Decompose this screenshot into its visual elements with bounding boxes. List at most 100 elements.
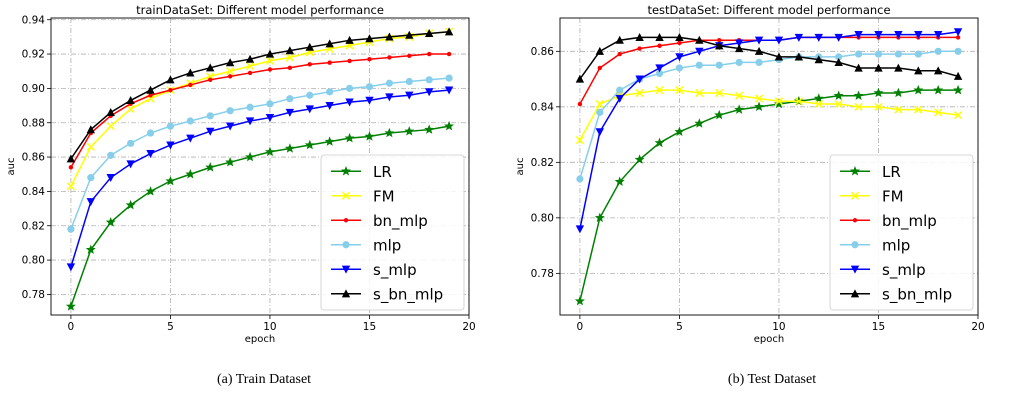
data-point (188, 82, 193, 88)
data-point (425, 76, 433, 84)
legend-label: s_mlp (373, 261, 417, 280)
x-tick-label: 0 (68, 321, 75, 333)
train-chart: trainDataSet: Different model performanc… (6, 3, 476, 345)
data-point (953, 111, 963, 120)
legend-marker (343, 218, 349, 223)
legend-box (320, 154, 465, 311)
data-point (264, 146, 275, 157)
data-point (577, 101, 583, 107)
data-point (674, 126, 685, 137)
data-point (85, 244, 96, 254)
series-line (579, 89, 959, 141)
data-point (695, 35, 704, 44)
data-point (206, 112, 214, 120)
y-tick-label: 0.78 (531, 268, 554, 280)
y-axis-label: auc (515, 158, 526, 176)
data-point (695, 88, 704, 98)
data-point (226, 107, 234, 115)
data-point (105, 217, 116, 227)
data-point (424, 29, 434, 38)
data-point (714, 109, 725, 120)
data-point (754, 94, 764, 103)
data-point (677, 40, 682, 46)
legend-marker (342, 241, 350, 249)
x-tick-label: 15 (872, 321, 885, 333)
data-point (327, 60, 332, 65)
data-point (933, 84, 944, 95)
data-point (306, 91, 314, 99)
data-point (814, 99, 823, 109)
series-line (579, 36, 959, 80)
data-point (66, 263, 76, 272)
data-point (265, 56, 275, 66)
data-point (68, 165, 74, 170)
legend-marker (341, 191, 351, 200)
axes: 0 5 10 15 20 0.78 0.80 0.82 0.84 0.86 0.88 0.90 0.92… (22, 14, 476, 333)
data-point (304, 139, 315, 150)
data-point (953, 28, 963, 37)
y-tick-label: 0.78 (22, 289, 45, 301)
data-point (634, 154, 645, 164)
data-point (148, 93, 153, 98)
y-tick-label: 0.82 (531, 157, 554, 169)
y-tick-label: 0.92 (22, 49, 45, 61)
data-point (87, 174, 95, 182)
legend-marker (850, 166, 860, 176)
data-point (444, 120, 455, 131)
data-point (285, 46, 295, 55)
data-point (385, 32, 394, 41)
data-point (424, 88, 434, 97)
data-point (576, 175, 584, 183)
data-point (755, 58, 763, 67)
data-point (655, 86, 664, 95)
data-point (794, 97, 803, 106)
data-point (933, 31, 943, 40)
data-point (444, 27, 454, 36)
data-point (266, 100, 274, 108)
data-point (267, 67, 273, 72)
legend-label: bn_mlp (373, 212, 428, 231)
data-point (575, 136, 585, 145)
series-s_bn_mlp (66, 27, 454, 163)
data-point (834, 33, 843, 42)
data-point (953, 84, 964, 95)
data-point (655, 64, 664, 73)
data-point (424, 124, 435, 134)
data-point (894, 50, 902, 58)
series-FM (575, 86, 963, 145)
data-point (326, 88, 334, 96)
data-point (106, 108, 115, 117)
data-point (404, 126, 415, 136)
data-point (893, 87, 904, 98)
data-point (126, 160, 135, 169)
y-tick-label: 0.80 (22, 255, 45, 267)
data-point (734, 39, 744, 48)
data-point (953, 71, 963, 80)
y-axis-label: auc (6, 158, 17, 176)
series-s_mlp (66, 86, 454, 272)
legend-label: s_mlp (882, 261, 926, 280)
data-point (445, 74, 453, 82)
data-point (773, 98, 784, 109)
data-point (305, 42, 314, 51)
data-point (734, 44, 744, 53)
test-chart: testDataSet: Different model performance… (515, 3, 985, 345)
data-point (365, 96, 374, 105)
data-point (245, 61, 255, 71)
data-point (575, 225, 585, 234)
x-axis-label: epoch (754, 334, 784, 345)
data-point (754, 101, 765, 112)
data-point (225, 156, 236, 167)
data-point (894, 105, 903, 114)
data-point (227, 74, 233, 79)
data-point (66, 154, 76, 163)
data-point (86, 198, 96, 207)
data-point (914, 66, 923, 75)
data-point (367, 57, 372, 62)
data-point (225, 58, 235, 67)
series-s_bn_mlp (575, 33, 963, 83)
legend-item: LR (840, 163, 901, 181)
data-point (695, 61, 703, 69)
legend-marker (341, 265, 351, 274)
data-point (594, 212, 605, 223)
